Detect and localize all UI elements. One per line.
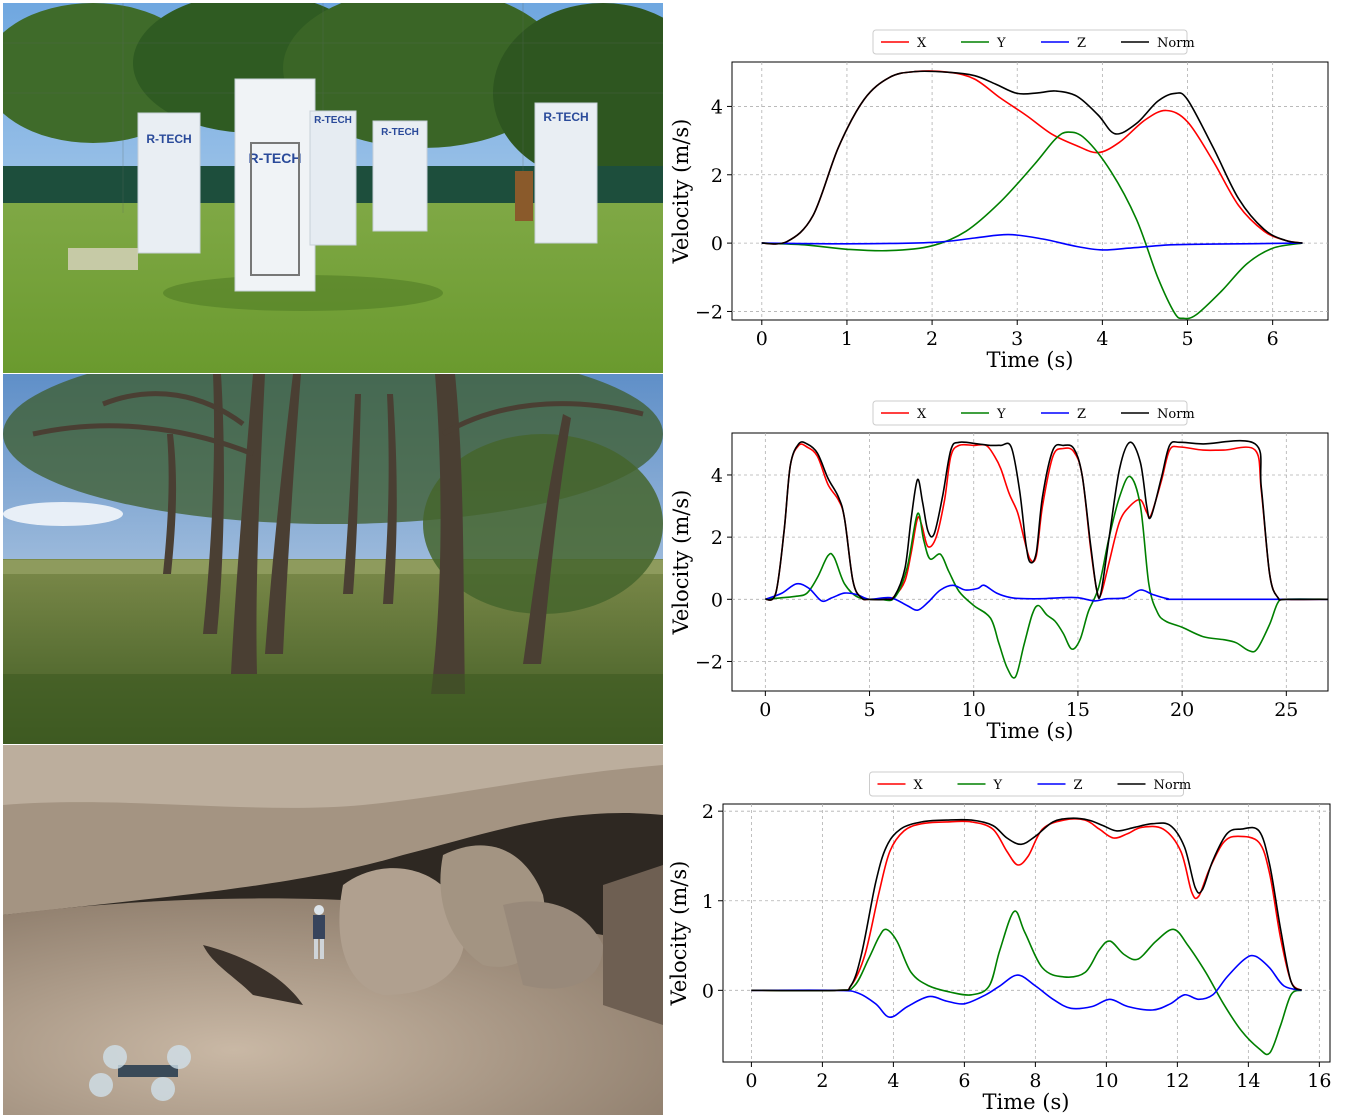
plot-frame <box>722 803 1331 1063</box>
r-tech-sign-3: R-TECH <box>314 115 352 126</box>
plot-frame <box>731 61 1329 321</box>
x-tick-label: 10 <box>1094 1070 1118 1092</box>
legend: X Y Z Norm <box>872 400 1195 426</box>
velocity-chart-3: 0 2 4 6 8 10 12 14 16 0 1 2 X Y Z Norm Time (s) Veloci… <box>668 745 1344 1115</box>
x-tick-label: 4 <box>887 1070 899 1092</box>
y-tick-label: 1 <box>702 891 714 913</box>
gate-panel: R-TECH <box>372 120 428 232</box>
legend-label-x: X <box>917 36 927 51</box>
x-tick-label: 5 <box>1181 328 1193 350</box>
x-tick-label: 4 <box>1096 328 1108 350</box>
gate-panel: R-TECH <box>137 112 201 254</box>
legend-box <box>872 29 1188 55</box>
legend-label-norm: Norm <box>1157 36 1195 51</box>
x-tick-label: 6 <box>958 1070 970 1092</box>
x-tick-label: 12 <box>1165 1070 1189 1092</box>
x-tick-label: 25 <box>1274 699 1298 721</box>
series-line-x <box>761 70 1303 245</box>
legend-label-z: Z <box>1077 36 1086 51</box>
velocity-chart-1: 0 1 2 3 4 5 6 −2 0 2 4 X Y Z Norm Time (s) Velocity (… <box>668 3 1344 373</box>
series-line-y <box>765 475 1329 679</box>
velocity-chart-2: 0 5 10 15 20 25 −2 0 2 4 X Y Z Norm Time (s) Velocit… <box>668 374 1344 744</box>
legend-label-y: Y <box>996 407 1006 422</box>
y-axis-label: Velocity (m/s) <box>669 490 693 636</box>
x-tick-label: 0 <box>756 328 768 350</box>
r-tech-sign-4: R-TECH <box>381 127 419 138</box>
gate-panel: R-TECH <box>234 78 316 292</box>
x-tick-label: 3 <box>1011 328 1023 350</box>
r-tech-sign-1: R-TECH <box>146 132 191 146</box>
y-tick-label: 0 <box>702 980 714 1002</box>
y-tick-label: −2 <box>695 301 723 323</box>
legend-box <box>872 400 1188 426</box>
series-line-z <box>761 233 1303 251</box>
series-line-norm <box>751 817 1303 992</box>
y-tick-label: 2 <box>711 165 723 187</box>
series-line-y <box>751 910 1302 1056</box>
series-line-norm <box>761 70 1303 245</box>
series-line-z <box>765 582 1329 612</box>
x-tick-label: 2 <box>926 328 938 350</box>
x-tick-label: 15 <box>1066 699 1090 721</box>
plot-frame <box>731 432 1329 692</box>
x-tick-label: 0 <box>745 1070 757 1092</box>
x-tick-label: 0 <box>759 699 771 721</box>
x-tick-label: 5 <box>863 699 875 721</box>
legend-box <box>869 771 1184 797</box>
y-tick-label: 2 <box>702 801 714 823</box>
series-line-x <box>764 443 1329 601</box>
x-tick-label: 6 <box>1267 328 1279 350</box>
cave-interior-photo <box>3 745 663 1115</box>
x-tick-label: 1 <box>841 328 853 350</box>
series-line-norm <box>764 439 1329 601</box>
y-tick-label: 0 <box>711 233 723 255</box>
series-line-z <box>751 954 1302 1018</box>
legend-label-z: Z <box>1077 407 1086 422</box>
legend: X Y Z Norm <box>872 29 1195 55</box>
y-tick-label: 4 <box>711 465 723 487</box>
x-tick-label: 16 <box>1307 1070 1331 1092</box>
legend-label-y: Y <box>993 778 1003 793</box>
legend-label-x: X <box>914 778 924 793</box>
x-tick-label: 14 <box>1236 1070 1260 1092</box>
x-tick-label: 20 <box>1170 699 1194 721</box>
x-tick-label: 8 <box>1029 1070 1041 1092</box>
legend: X Y Z Norm <box>869 771 1192 797</box>
x-axis-label: Time (s) <box>987 348 1074 372</box>
quadrotor-drone <box>89 1045 191 1101</box>
gate-panel: R-TECH <box>309 110 357 246</box>
legend-label-z: Z <box>1074 778 1083 793</box>
y-axis-label: Velocity (m/s) <box>668 861 691 1007</box>
x-axis-label: Time (s) <box>983 1090 1070 1114</box>
y-tick-label: 2 <box>711 527 723 549</box>
x-axis-label: Time (s) <box>987 719 1074 743</box>
r-tech-sign-5: R-TECH <box>543 110 588 124</box>
gate-panel: R-TECH <box>534 102 598 244</box>
person-figure <box>313 905 325 959</box>
forest-field-photo <box>3 374 663 744</box>
r-tech-sign-2: R-TECH <box>249 150 302 166</box>
series-line-y <box>761 131 1303 320</box>
x-tick-label: 2 <box>816 1070 828 1092</box>
y-tick-label: 4 <box>711 96 723 118</box>
series-line-x <box>751 818 1303 992</box>
y-tick-label: −2 <box>695 651 723 673</box>
legend-label-y: Y <box>996 36 1006 51</box>
legend-label-x: X <box>917 407 927 422</box>
legend-label-norm: Norm <box>1157 407 1195 422</box>
outdoor-gate-course-photo: R-TECH R-TECH R-TECH R-TECH R-TECH <box>3 3 663 373</box>
legend-label-norm: Norm <box>1154 778 1192 793</box>
x-tick-label: 10 <box>962 699 986 721</box>
y-axis-label: Velocity (m/s) <box>669 119 693 265</box>
y-tick-label: 0 <box>711 589 723 611</box>
